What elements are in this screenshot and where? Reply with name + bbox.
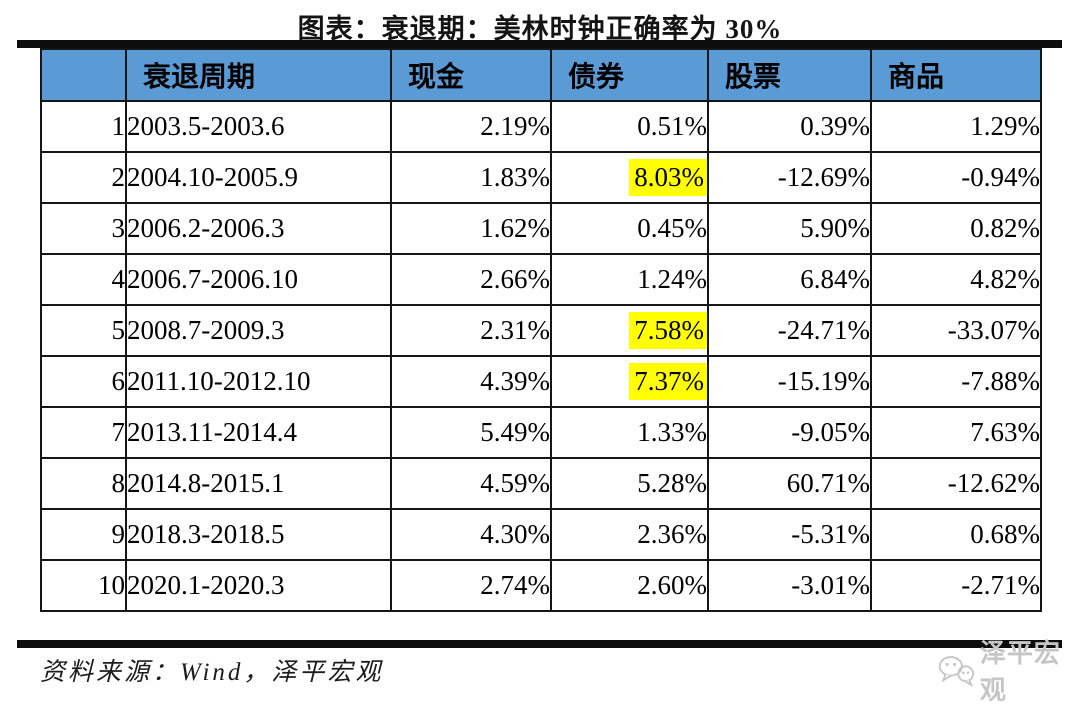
period-cell: 2014.8-2015.1 — [125, 457, 392, 510]
table-row: 9 2018.3-2018.5 4.30% 2.36% -5.31% 0.68% — [40, 508, 1042, 561]
bottom-rule — [17, 640, 1062, 648]
commodity-cell: 1.29% — [870, 100, 1042, 153]
header-row: 衰退周期 现金 债券 股票 商品 — [40, 48, 1042, 102]
cash-cell: 2.19% — [390, 100, 552, 153]
cash-cell: 2.74% — [390, 559, 552, 612]
table-row: 6 2011.10-2012.10 4.39% 7.37% -15.19% -7.88% — [40, 355, 1042, 408]
highlighted-bond-value: 8.03% — [629, 159, 706, 196]
bond-cell: 0.45% — [550, 202, 709, 255]
table-row: 1 2003.5-2003.6 2.19% 0.51% 0.39% 1.29% — [40, 100, 1042, 153]
row-index-cell: 6 — [40, 355, 127, 408]
stock-cell: -3.01% — [707, 559, 872, 612]
bond-cell: 1.33% — [550, 406, 709, 459]
col-header-period: 衰退周期 — [125, 48, 392, 102]
commodity-cell: -2.71% — [870, 559, 1042, 612]
stock-cell: -24.71% — [707, 304, 872, 357]
bond-cell: 7.37% — [550, 355, 709, 408]
cash-cell: 4.39% — [390, 355, 552, 408]
cash-cell: 4.30% — [390, 508, 552, 561]
top-rule — [17, 40, 1062, 48]
row-index-cell: 3 — [40, 202, 127, 255]
period-cell: 2003.5-2003.6 — [125, 100, 392, 153]
row-index-cell: 8 — [40, 457, 127, 510]
commodity-cell: -7.88% — [870, 355, 1042, 408]
table-row: 4 2006.7-2006.10 2.66% 1.24% 6.84% 4.82% — [40, 253, 1042, 306]
stock-cell: -15.19% — [707, 355, 872, 408]
stock-cell: -12.69% — [707, 151, 872, 204]
table-row: 8 2014.8-2015.1 4.59% 5.28% 60.71% -12.62% — [40, 457, 1042, 510]
chart-title: 图表：衰退期：美林时钟正确率为 30% — [297, 14, 783, 44]
bond-cell: 5.28% — [550, 457, 709, 510]
table-row: 5 2008.7-2009.3 2.31% 7.58% -24.71% -33.07% — [40, 304, 1042, 357]
col-header-index — [40, 48, 127, 102]
bond-cell: 0.51% — [550, 100, 709, 153]
col-header-bond: 债券 — [550, 48, 709, 102]
table-row: 10 2020.1-2020.3 2.74% 2.60% -3.01% -2.71% — [40, 559, 1042, 612]
period-cell: 2011.10-2012.10 — [125, 355, 392, 408]
row-index-cell: 5 — [40, 304, 127, 357]
stock-cell: -5.31% — [707, 508, 872, 561]
commodity-cell: 0.82% — [870, 202, 1042, 255]
period-cell: 2008.7-2009.3 — [125, 304, 392, 357]
table-row: 2 2004.10-2005.9 1.83% 8.03% -12.69% -0.94% — [40, 151, 1042, 204]
stock-cell: -9.05% — [707, 406, 872, 459]
bond-cell: 2.36% — [550, 508, 709, 561]
row-index-cell: 10 — [40, 559, 127, 612]
stock-cell: 60.71% — [707, 457, 872, 510]
cash-cell: 4.59% — [390, 457, 552, 510]
stock-cell: 0.39% — [707, 100, 872, 153]
bond-cell: 8.03% — [550, 151, 709, 204]
commodity-cell: -12.62% — [870, 457, 1042, 510]
commodity-cell: 7.63% — [870, 406, 1042, 459]
commodity-cell: -33.07% — [870, 304, 1042, 357]
highlighted-bond-value: 7.37% — [629, 363, 706, 400]
commodity-cell: 0.68% — [870, 508, 1042, 561]
row-index-cell: 1 — [40, 100, 127, 153]
highlighted-bond-value: 7.58% — [629, 312, 706, 349]
table-body: 1 2003.5-2003.6 2.19% 0.51% 0.39% 1.29% 2 2004.… — [40, 100, 1042, 612]
period-cell: 2004.10-2005.9 — [125, 151, 392, 204]
commodity-cell: 4.82% — [870, 253, 1042, 306]
period-cell: 2006.7-2006.10 — [125, 253, 392, 306]
row-index-cell: 7 — [40, 406, 127, 459]
bond-cell: 7.58% — [550, 304, 709, 357]
period-cell: 2018.3-2018.5 — [125, 508, 392, 561]
row-index-cell: 2 — [40, 151, 127, 204]
cash-cell: 2.31% — [390, 304, 552, 357]
watermark-label: 泽平宏观 — [979, 639, 1061, 704]
stock-cell: 6.84% — [707, 253, 872, 306]
row-index-cell: 9 — [40, 508, 127, 561]
col-header-stock: 股票 — [707, 48, 872, 102]
wechat-chat-bubbles-icon — [938, 656, 975, 687]
recession-returns-table: 衰退周期 现金 债券 股票 商品 1 2003.5-2003.6 2.19% 0.51… — [40, 48, 1042, 612]
cash-cell: 5.49% — [390, 406, 552, 459]
period-cell: 2020.1-2020.3 — [125, 559, 392, 612]
stock-cell: 5.90% — [707, 202, 872, 255]
commodity-cell: -0.94% — [870, 151, 1042, 204]
col-header-commodity: 商品 — [870, 48, 1042, 102]
table-row: 7 2013.11-2014.4 5.49% 1.33% -9.05% 7.63% — [40, 406, 1042, 459]
col-header-cash: 现金 — [390, 48, 552, 102]
period-cell: 2006.2-2006.3 — [125, 202, 392, 255]
period-cell: 2013.11-2014.4 — [125, 406, 392, 459]
cash-cell: 2.66% — [390, 253, 552, 306]
table-row: 3 2006.2-2006.3 1.62% 0.45% 5.90% 0.82% — [40, 202, 1042, 255]
cash-cell: 1.83% — [390, 151, 552, 204]
source-note: 资料来源：Wind，泽平宏观 — [40, 659, 384, 686]
row-index-cell: 4 — [40, 253, 127, 306]
bond-cell: 2.60% — [550, 559, 709, 612]
brand-watermark: 泽平宏观 — [936, 633, 1080, 704]
bond-cell: 1.24% — [550, 253, 709, 306]
cash-cell: 1.62% — [390, 202, 552, 255]
